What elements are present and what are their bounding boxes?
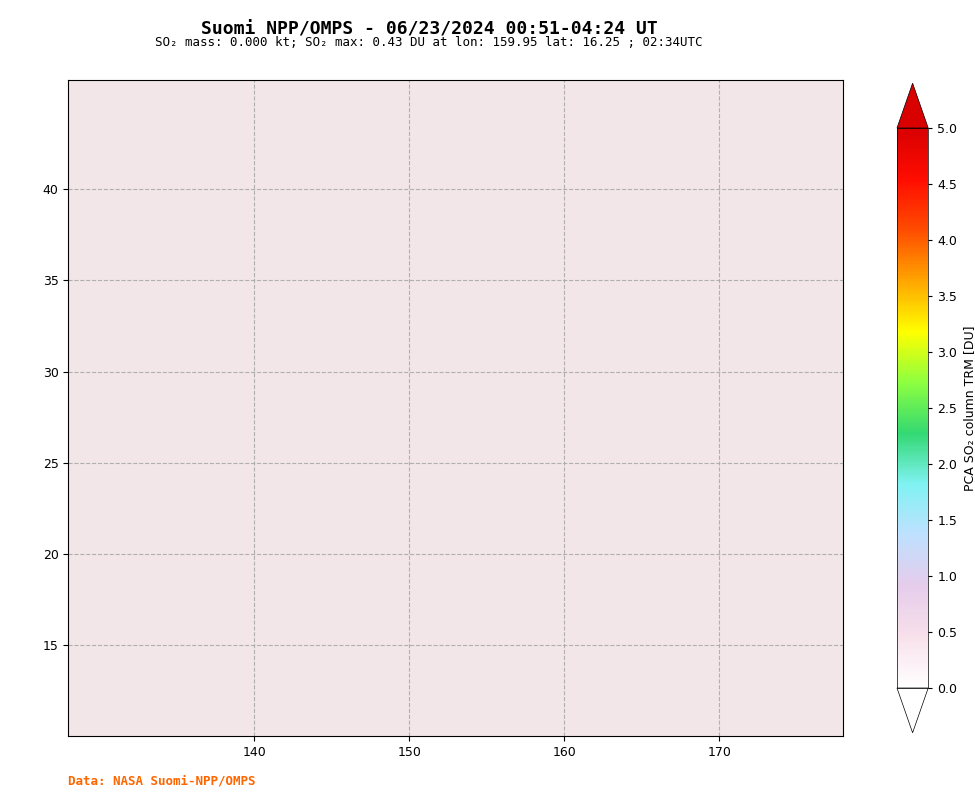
Y-axis label: PCA SO₂ column TRM [DU]: PCA SO₂ column TRM [DU] [962, 326, 975, 490]
Polygon shape [897, 83, 928, 128]
Text: Suomi NPP/OMPS - 06/23/2024 00:51-04:24 UT: Suomi NPP/OMPS - 06/23/2024 00:51-04:24 … [201, 20, 657, 38]
Polygon shape [897, 688, 928, 733]
Bar [897, 128, 928, 688]
Text: Data: NASA Suomi-NPP/OMPS: Data: NASA Suomi-NPP/OMPS [68, 775, 255, 788]
Text: SO₂ mass: 0.000 kt; SO₂ max: 0.43 DU at lon: 159.95 lat: 16.25 ; 02:34UTC: SO₂ mass: 0.000 kt; SO₂ max: 0.43 DU at … [155, 36, 703, 49]
